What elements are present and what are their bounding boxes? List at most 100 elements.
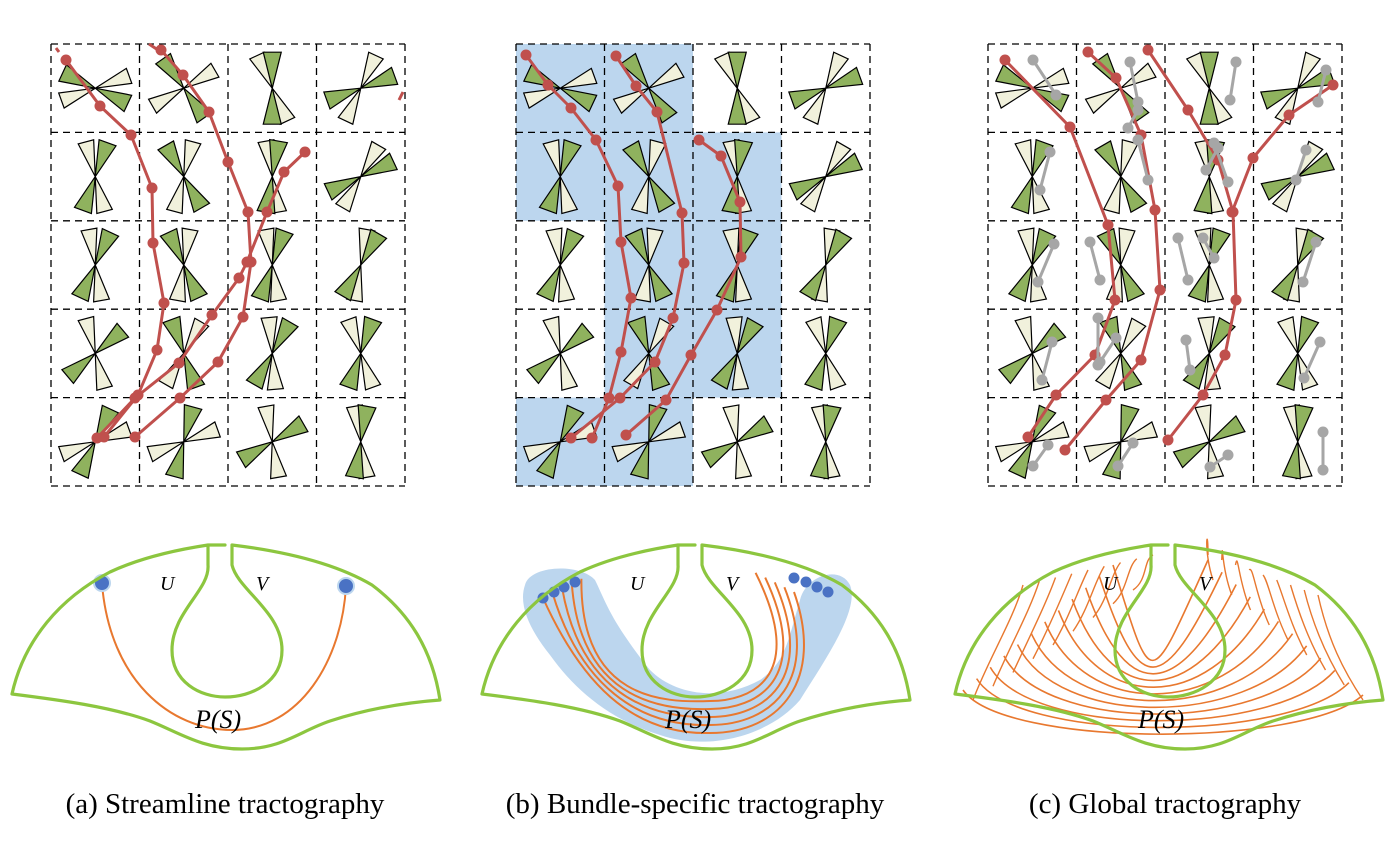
bowtie-fod-icon [1182,316,1237,390]
caption-global: (c) Global tractography [1028,788,1302,820]
path-label: P(S) [194,705,241,734]
particle-segment [1027,439,1054,472]
fiber-streamline [1044,620,1280,695]
streamline-node [1283,109,1295,121]
streamline-node [620,429,632,441]
fiber-crossing [1262,574,1289,641]
particle-segment [1132,134,1154,186]
fiber-streamline [580,572,778,703]
streamline-node [1247,152,1259,164]
cortex-panels: U V P(S) U V P(S) U V P(S) [10,538,1385,751]
fiber-crossing [1206,538,1214,581]
particle-segment [1290,144,1312,186]
streamline-c-4 [1226,79,1339,218]
streamline-node [610,50,622,62]
fiber-crossing [1234,560,1252,611]
bundle-region [522,568,852,742]
bowtie-fod-icon [60,322,130,385]
particle-segment [1180,334,1196,376]
fiber-streamline [542,591,805,735]
bowtie-fod-icon [154,52,213,124]
streamline-node [735,251,747,263]
fod-grids [50,42,1343,487]
fiber-streamline [551,586,798,727]
streamline-node [129,431,141,443]
bowtie-fod-icon [262,51,283,125]
bowtie-fod-icon [535,404,585,480]
cortex-panel-2: U V P(S) [480,543,912,751]
streamline-node [615,236,627,248]
streamline-node [1154,284,1166,296]
bowtie-fod-icon [250,227,294,303]
particle-segment [1317,426,1329,476]
bowtie-fod-icon [805,316,847,391]
bowtie-fod-icon [235,415,309,469]
bowtie-fod-icon [340,316,382,391]
bowtie-fod-icon [147,62,220,115]
streamline-b-2 [565,50,690,444]
region-label-v: V [726,573,741,595]
streamline-node [174,392,186,404]
bowtie-fod-icon [788,152,864,201]
cortex-outline [10,543,442,751]
bowtie-fod-icon [798,228,853,302]
streamline-node [1162,434,1174,446]
fiber-crossing [1112,558,1138,605]
streamline-node [660,394,672,406]
bowtie-fod-icon [997,322,1067,385]
bowtie-fod-icon [802,51,850,126]
fiber-streamline [570,577,785,711]
streamline-node [233,272,245,284]
streamline-node [242,206,254,218]
bowtie-fod-icon [725,316,750,391]
streamline-node [565,432,577,444]
streamline-a-3 [91,146,311,444]
fiber-streamline [1030,632,1294,702]
bowtie-fod-icon [146,421,222,463]
fiber-streamline [101,583,347,732]
streamline-node [715,150,727,162]
streamline-node [1149,204,1161,216]
endpoint-dot-icon [822,586,834,598]
caption-streamline: (a) Streamline tractography [65,788,385,820]
bowtie-fod-icon [624,227,674,303]
streamline-node [299,146,311,158]
cortex-panel-1: U V P(S) [10,543,442,751]
path-label: P(S) [664,705,711,734]
bowtie-fod-icon [542,138,579,215]
streamline-node [1135,354,1147,366]
streamline-node [173,357,185,369]
streamline-node [278,166,290,178]
bowtie-fod-icon [245,316,300,390]
fiber-crossing [1072,565,1105,632]
bowtie-fod-icon [57,67,133,109]
endpoint-dot-icon [788,572,800,584]
streamline-node [685,349,697,361]
streamline-a-stub [54,47,61,53]
fiber-crossing [992,581,1040,687]
region-label-u: U [1103,573,1119,595]
bowtie-fod-icon [710,316,765,390]
streamline-node [676,207,688,219]
streamline-node [1109,294,1121,306]
fiber-streamline [1057,608,1266,688]
particle-segment [1312,64,1332,108]
particle-segment [1112,437,1139,472]
bowtie-fod-icon [994,67,1070,109]
streamline-node [60,54,72,66]
bowtie-fod-icon [1083,421,1159,463]
particle-segment [1036,336,1058,386]
bowtie-fod-icon [629,403,668,480]
streamline-node [1230,294,1242,306]
bowtie-fod-icon [611,421,687,463]
bowtie-fod-icon [1260,152,1336,201]
endpoint-dot-icon [811,581,823,593]
fiber-crossing [1221,550,1233,596]
particle-segment [1027,54,1062,101]
bowtie-fod-icon [1093,140,1148,214]
fiber-crossing [1032,573,1073,660]
streamline-node [212,356,224,368]
particle-segment [1172,232,1194,286]
bowtie-fod-icon [1102,138,1139,215]
